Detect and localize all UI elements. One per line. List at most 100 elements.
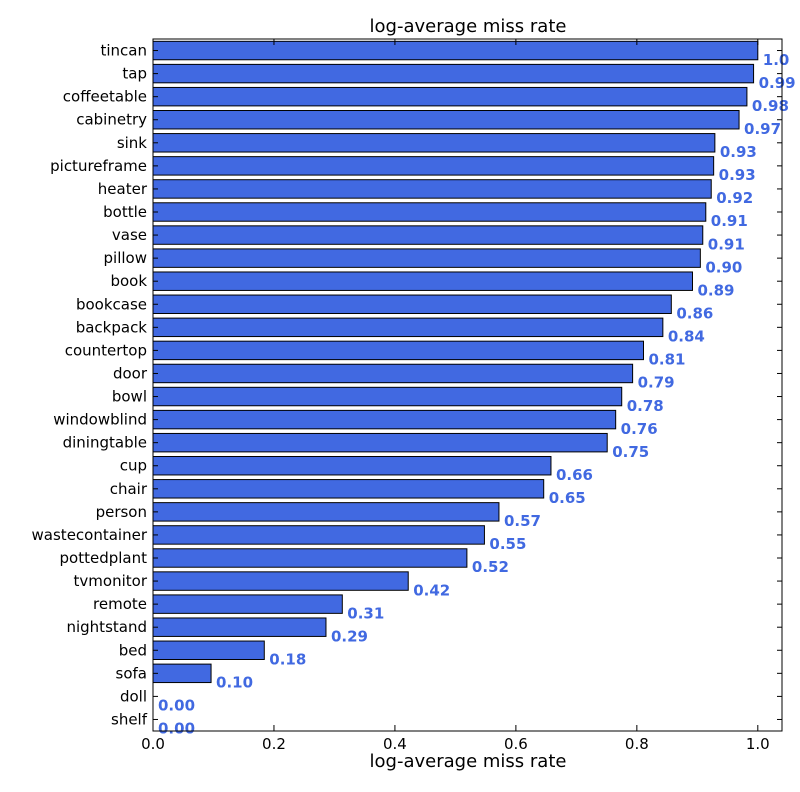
plot-frame — [152, 38, 783, 732]
value-label-tap: 0.99 — [759, 74, 796, 92]
y-tick-label-vase: vase — [112, 226, 147, 244]
x-tick-label: 0.8 — [625, 735, 649, 753]
y-tick-label-pillow: pillow — [104, 249, 147, 267]
x-tick-label: 0.2 — [262, 735, 286, 753]
x-tick-label: 0.0 — [141, 735, 165, 753]
y-axis-ticks: tincan tap coffeetable cabinetry sink picture… — [32, 42, 782, 728]
bar-remote — [152, 594, 343, 614]
value-label-diningtable: 0.75 — [612, 443, 649, 461]
y-tick-label-bottle: bottle — [103, 203, 147, 221]
y-tick-label-cabinetry: cabinetry — [76, 111, 147, 129]
bar-heater — [152, 179, 712, 199]
value-label-sink: 0.93 — [720, 143, 757, 161]
y-tick-label-diningtable: diningtable — [63, 434, 147, 452]
value-label-sofa: 0.10 — [216, 674, 253, 692]
value-label-book: 0.89 — [697, 281, 734, 299]
y-tick-label-tvmonitor: tvmonitor — [74, 572, 148, 590]
bar-door — [152, 363, 634, 384]
bar-pictureframe — [152, 156, 715, 176]
bar-diningtable — [152, 432, 608, 453]
y-tick-label-book: book — [110, 272, 147, 290]
y-tick-label-coffeetable: coffeetable — [63, 88, 147, 106]
y-tick-label-pictureframe: pictureframe — [50, 157, 147, 175]
bar-person — [152, 502, 500, 522]
y-tick-label-person: person — [96, 503, 147, 521]
value-label-pottedplant: 0.52 — [472, 558, 509, 576]
bar-nightstand — [152, 617, 327, 637]
y-tick-label-heater: heater — [98, 180, 148, 198]
bar-cup — [152, 456, 552, 476]
x-tick-label: 0.6 — [504, 735, 528, 753]
bar-vase — [152, 225, 704, 245]
value-label-person: 0.57 — [504, 512, 541, 530]
value-label-bottle: 0.91 — [711, 212, 748, 230]
value-label-doll: 0.00 — [158, 697, 195, 715]
x-axis-label: log-average miss rate — [370, 751, 567, 772]
bar-bookcase — [152, 294, 672, 314]
value-label-pictureframe: 0.93 — [719, 166, 756, 184]
value-label-countertop: 0.81 — [648, 351, 685, 369]
y-tick-label-wastecontainer: wastecontainer — [32, 526, 148, 544]
bar-cabinetry — [152, 110, 740, 130]
value-label-cup: 0.66 — [556, 466, 593, 484]
y-tick-label-door: door — [113, 364, 148, 382]
y-tick-label-countertop: countertop — [65, 341, 147, 359]
value-label-bed: 0.18 — [269, 650, 306, 668]
bar-sink — [152, 133, 716, 153]
value-label-bookcase: 0.86 — [676, 304, 713, 322]
y-tick-label-backpack: backpack — [76, 318, 148, 336]
y-tick-label-tap: tap — [122, 65, 147, 83]
value-label-nightstand: 0.29 — [331, 627, 368, 645]
y-tick-label-remote: remote — [93, 595, 147, 613]
y-tick-label-bookcase: bookcase — [76, 295, 147, 313]
y-tick-label-windowblind: windowblind — [53, 411, 147, 429]
bar-bottle — [152, 202, 707, 222]
value-label-door: 0.79 — [638, 374, 675, 392]
y-tick-label-sofa: sofa — [116, 664, 147, 682]
value-label-wastecontainer: 0.55 — [489, 535, 526, 553]
value-label-shelf: 0.00 — [158, 720, 195, 738]
value-label-tvmonitor: 0.42 — [413, 581, 450, 599]
y-tick-label-chair: chair — [110, 480, 148, 498]
y-tick-label-doll: doll — [120, 687, 147, 705]
chart-title: log-average miss rate — [370, 16, 567, 37]
value-label-tincan: 1.0 — [763, 51, 790, 69]
value-label-vase: 0.91 — [708, 235, 745, 253]
bar-wastecontainer — [152, 525, 485, 545]
bar-windowblind — [152, 409, 617, 430]
y-tick-label-bed: bed — [119, 641, 147, 659]
value-label-pillow: 0.90 — [705, 258, 742, 276]
bar-tincan — [152, 40, 759, 61]
bar-tvmonitor — [152, 571, 409, 591]
bar-coffeetable — [152, 86, 748, 107]
y-tick-label-nightstand: nightstand — [66, 618, 147, 636]
value-label-chair: 0.65 — [549, 489, 586, 507]
y-tick-label-cup: cup — [120, 457, 147, 475]
value-label-bowl: 0.78 — [627, 397, 664, 415]
x-tick-label: 0.4 — [383, 735, 407, 753]
value-label-cabinetry: 0.97 — [744, 120, 781, 138]
value-label-coffeetable: 0.98 — [752, 97, 789, 115]
y-tick-label-shelf: shelf — [111, 710, 148, 728]
value-label-heater: 0.92 — [716, 189, 753, 207]
bar-bowl — [152, 386, 623, 407]
bar-pottedplant — [152, 548, 468, 568]
y-tick-label-pottedplant: pottedplant — [60, 549, 148, 567]
y-tick-label-bowl: bowl — [112, 388, 147, 406]
bar-countertop — [152, 340, 644, 361]
bar-book — [152, 271, 693, 291]
value-label-windowblind: 0.76 — [621, 420, 658, 438]
y-tick-label-tincan: tincan — [100, 42, 147, 60]
bar-sofa — [152, 663, 212, 684]
y-tick-label-sink: sink — [117, 134, 147, 152]
bar-backpack — [152, 317, 664, 338]
value-labels-layer: 1.0 0.99 0.98 0.97 0.93 0.93 0.92 0.91 0.91 0.90 0… — [158, 51, 796, 738]
value-label-backpack: 0.84 — [668, 328, 705, 346]
bar-chair — [152, 479, 545, 499]
bar-tap — [152, 63, 755, 84]
bar-pillow — [152, 248, 701, 268]
x-tick-label: 1.0 — [746, 735, 770, 753]
bar-bed — [152, 640, 265, 660]
